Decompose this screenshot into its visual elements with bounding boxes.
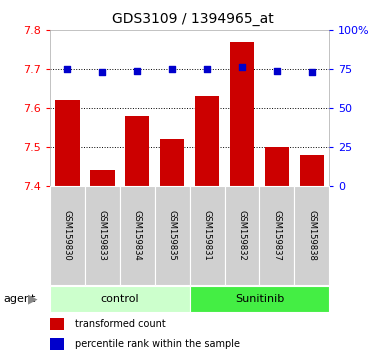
Point: [274, 68, 280, 73]
Point: [134, 68, 141, 73]
Point: [309, 69, 315, 75]
Bar: [50, 338, 64, 350]
Bar: [294, 186, 329, 285]
Bar: [195, 96, 219, 186]
Bar: [264, 147, 289, 186]
Bar: [300, 155, 324, 186]
Point: [169, 66, 175, 72]
Text: GSM159838: GSM159838: [307, 210, 316, 261]
Text: ▶: ▶: [28, 293, 37, 306]
Bar: [224, 186, 259, 285]
Text: GSM159832: GSM159832: [238, 210, 246, 261]
Bar: [50, 186, 85, 285]
Bar: [125, 116, 149, 186]
Bar: [50, 286, 190, 312]
Text: GSM159831: GSM159831: [203, 210, 212, 261]
Bar: [259, 186, 294, 285]
Point: [204, 66, 210, 72]
Bar: [160, 139, 184, 186]
Bar: [120, 186, 155, 285]
Text: GSM159834: GSM159834: [133, 210, 142, 261]
Text: GSM159830: GSM159830: [63, 210, 72, 261]
Bar: [190, 186, 224, 285]
Bar: [90, 170, 115, 186]
Point: [64, 66, 70, 72]
Bar: [85, 186, 120, 285]
Bar: [55, 100, 80, 186]
Bar: [190, 286, 329, 312]
Point: [99, 69, 105, 75]
Text: GSM159835: GSM159835: [167, 210, 177, 261]
Text: GDS3109 / 1394965_at: GDS3109 / 1394965_at: [112, 12, 273, 27]
Text: GSM159833: GSM159833: [98, 210, 107, 261]
Text: transformed count: transformed count: [75, 319, 166, 329]
Bar: [230, 42, 254, 186]
Text: GSM159837: GSM159837: [272, 210, 281, 261]
Bar: [50, 318, 64, 330]
Text: percentile rank within the sample: percentile rank within the sample: [75, 339, 240, 349]
Bar: [155, 186, 190, 285]
Text: Sunitinib: Sunitinib: [235, 294, 284, 304]
Point: [239, 65, 245, 70]
Text: agent: agent: [4, 294, 36, 304]
Text: control: control: [100, 294, 139, 304]
